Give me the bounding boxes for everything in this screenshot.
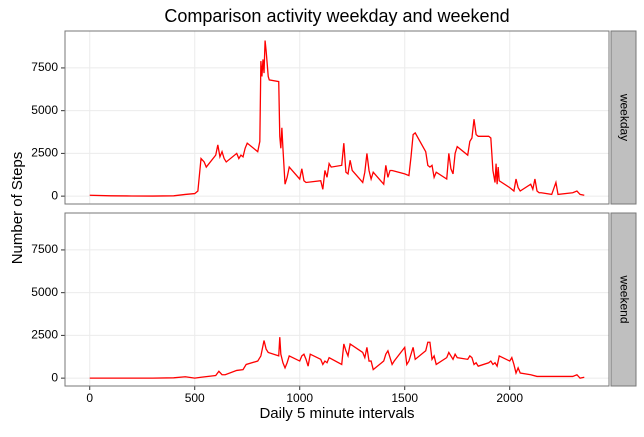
panel [65,213,609,386]
y-tick-label: 5000 [31,285,58,299]
y-tick-label: 2500 [31,328,58,342]
y-tick-label: 7500 [31,60,58,74]
x-axis-label: Daily 5 minute intervals [259,405,414,422]
x-tick-label: 1500 [391,391,418,405]
y-tick-label: 7500 [31,242,58,256]
chart-title: Comparison activity weekday and weekend [164,6,509,26]
strip-label: weekend [617,274,631,323]
panel [65,31,609,204]
strip [610,212,637,387]
y-axis-label: Number of Steps [9,152,26,265]
y-tick-label: 2500 [31,146,58,160]
x-tick-label: 1000 [286,391,313,405]
x-tick-label: 0 [86,391,93,405]
y-tick-label: 5000 [31,103,58,117]
strip-label: weekday [617,93,631,141]
series-line [89,40,585,197]
x-tick-label: 500 [185,391,205,405]
panel-border [64,30,610,205]
y-tick-label: 0 [51,188,58,202]
panel-border [64,212,610,387]
x-tick-label: 2000 [496,391,523,405]
series-line [89,337,585,379]
strip [610,30,637,205]
y-tick-label: 0 [51,370,58,384]
